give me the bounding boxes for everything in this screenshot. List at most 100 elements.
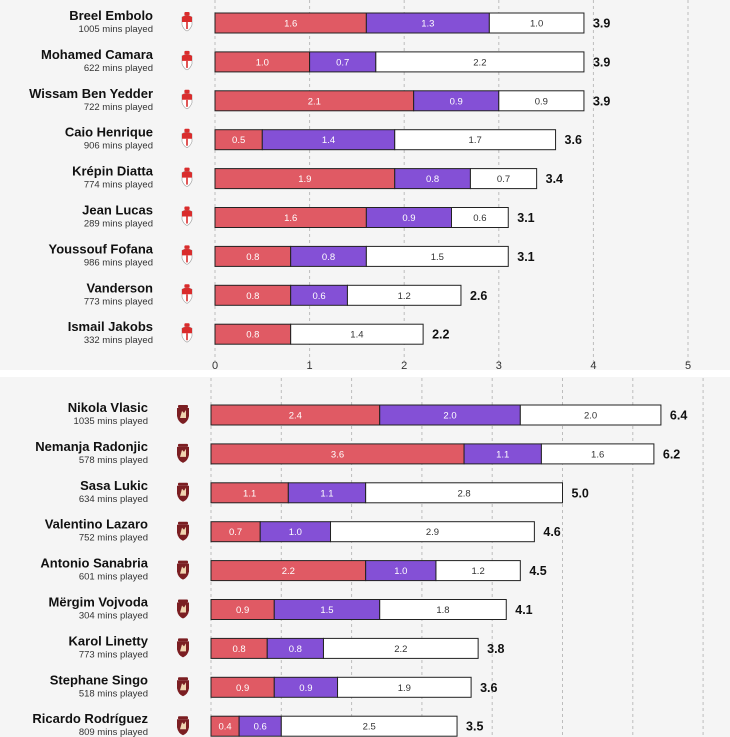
segment-value-label: 2.2 <box>282 566 295 577</box>
player-name: Jean Lucas <box>82 203 153 218</box>
player-name: Nikola Vlasic <box>68 400 148 415</box>
monaco-badge-icon <box>181 167 193 187</box>
badge-bull <box>180 643 186 652</box>
badge-bull <box>180 410 186 418</box>
minutes-played: 1035 mins played <box>74 416 148 427</box>
panel-separator <box>0 370 730 377</box>
minutes-played: 722 mins played <box>84 102 153 113</box>
x-tick-label: 5 <box>685 360 691 372</box>
minutes-played: 332 mins played <box>84 335 153 346</box>
segment-value-label: 0.8 <box>233 644 246 655</box>
badge-crown <box>178 716 188 720</box>
badge-red-half <box>182 93 192 100</box>
segment-value-label: 1.0 <box>256 57 269 68</box>
segment-value-label: 2.8 <box>457 488 470 499</box>
badge-crown <box>184 89 190 94</box>
segment-value-label: 0.8 <box>246 330 259 341</box>
monaco-badge-icon <box>181 89 193 110</box>
segment-value-label: 0.6 <box>473 213 486 224</box>
bar-segment-3 <box>280 715 458 737</box>
badge-crown <box>178 405 188 408</box>
segment-value-label: 0.6 <box>254 722 267 733</box>
segment-value-label: 1.0 <box>289 527 302 538</box>
player-name: Vanderson <box>87 280 154 295</box>
player-name: Caio Henrique <box>65 125 153 140</box>
torino-badge-icon <box>177 482 189 502</box>
segment-value-label: 1.5 <box>431 252 444 263</box>
segment-value-label: 0.7 <box>229 527 242 538</box>
segment-value-label: 1.1 <box>243 488 256 499</box>
minutes-played: 906 mins played <box>84 141 153 152</box>
segment-value-label: 1.2 <box>398 291 411 302</box>
bar-total-label: 3.9 <box>593 94 610 108</box>
badge-red-half <box>182 287 192 295</box>
badge-stripe <box>186 294 188 302</box>
badge-crown <box>184 245 190 249</box>
monaco-badge-icon <box>181 128 193 149</box>
badge-red-half <box>182 171 192 178</box>
segment-value-label: 0.8 <box>246 291 259 302</box>
badge-bull <box>180 487 186 496</box>
badge-bull <box>180 448 186 457</box>
minutes-played: 773 mins played <box>84 296 153 307</box>
bar-total-label: 3.4 <box>546 172 563 186</box>
minutes-played: 1005 mins played <box>79 24 153 35</box>
player-name: Ismail Jakobs <box>68 319 153 334</box>
bar-total-label: 2.6 <box>470 289 487 303</box>
segment-value-label: 2.4 <box>289 411 302 422</box>
segment-value-label: 2.0 <box>584 411 597 422</box>
player-name: Stephane Singo <box>50 672 148 687</box>
bar-segment-3 <box>451 207 509 228</box>
monaco-badge-icon <box>181 284 193 304</box>
bar-segment-3 <box>435 560 521 582</box>
x-tick-label: 2 <box>401 360 407 372</box>
monaco-badge-icon <box>181 12 193 32</box>
bar-segment-3 <box>365 245 509 267</box>
segment-value-label: 0.9 <box>236 683 249 694</box>
minutes-played: 634 mins played <box>79 494 148 505</box>
player-name: Sasa Lukic <box>80 478 148 493</box>
segment-value-label: 1.6 <box>284 19 297 30</box>
segment-value-label: 0.5 <box>232 135 245 146</box>
badge-crown <box>178 482 188 486</box>
bar-segment-3 <box>540 443 655 465</box>
bar-total-label: 3.1 <box>517 250 534 264</box>
segment-value-label: 1.8 <box>436 605 449 616</box>
player-name: Nemanja Radonjic <box>35 439 148 454</box>
minutes-played: 773 mins played <box>79 649 148 660</box>
bar-segment-3 <box>330 521 535 543</box>
segment-value-label: 0.9 <box>450 96 463 107</box>
bar-segment-3 <box>375 51 585 73</box>
player-name: Wissam Ben Yedder <box>29 86 153 101</box>
bar-segment-3 <box>394 129 557 151</box>
bar-segment-3 <box>498 90 585 112</box>
segment-value-label: 0.8 <box>289 644 302 655</box>
badge-red-half <box>182 15 192 22</box>
bar-total-label: 5.0 <box>572 486 589 500</box>
badge-crown <box>184 50 190 55</box>
badge-stripe <box>186 255 188 263</box>
badge-bull <box>180 721 186 730</box>
badge-stripe <box>186 177 188 185</box>
torino-badge-icon <box>177 638 189 658</box>
segment-value-label: 0.8 <box>426 174 439 185</box>
minutes-played: 752 mins played <box>79 533 148 544</box>
segment-value-label: 1.9 <box>398 683 411 694</box>
badge-crown <box>184 206 190 210</box>
segment-value-label: 1.1 <box>320 488 333 499</box>
bar-total-label: 2.2 <box>432 328 449 342</box>
bar-total-label: 4.5 <box>529 564 546 578</box>
segment-value-label: 1.2 <box>472 566 485 577</box>
bar-total-label: 3.6 <box>565 133 582 147</box>
segment-value-label: 0.4 <box>218 722 231 733</box>
badge-red-half <box>182 54 192 61</box>
torino-badge-icon <box>177 716 189 736</box>
minutes-played: 809 mins played <box>79 727 148 737</box>
bar-total-label: 4.6 <box>543 525 560 539</box>
badge-red-half <box>182 210 192 217</box>
segment-value-label: 2.5 <box>363 722 376 733</box>
minutes-played: 774 mins played <box>84 180 153 191</box>
bar-total-label: 3.6 <box>480 681 497 695</box>
